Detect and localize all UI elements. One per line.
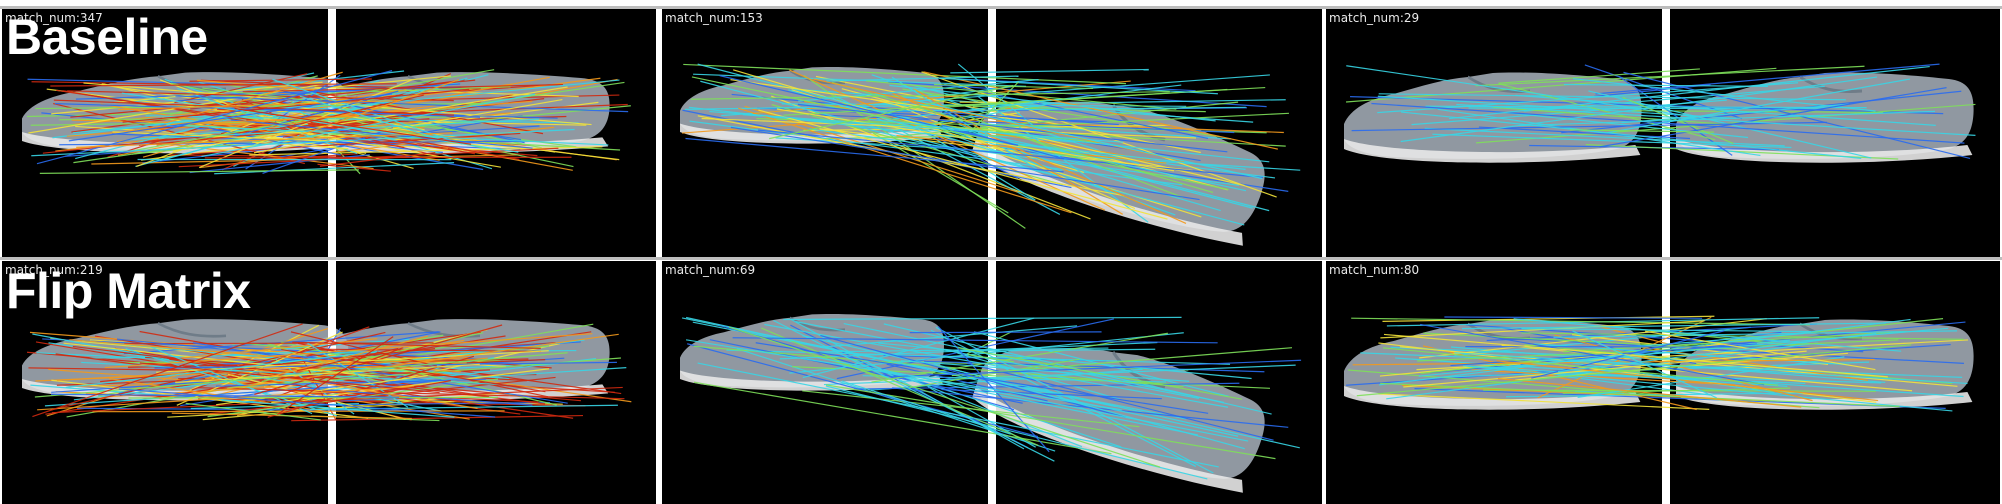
match-visualization xyxy=(1326,9,2000,257)
match-lines xyxy=(681,316,1302,480)
image-divider xyxy=(1662,9,1670,257)
match-lines xyxy=(26,323,632,422)
match-visualization xyxy=(2,9,656,257)
match-visualization xyxy=(662,9,1322,257)
match-visualization xyxy=(1326,261,2000,504)
match-count-label: match_num:219 xyxy=(5,263,103,277)
match-visualization xyxy=(662,261,1322,504)
match-lines xyxy=(26,69,631,175)
match-count-label: match_num:153 xyxy=(665,11,763,25)
match-panel-flip-3: match_num:80 xyxy=(1326,261,2000,504)
image-divider xyxy=(988,261,996,504)
match-count-label: match_num:80 xyxy=(1329,263,1420,277)
match-panel-flip-2: match_num:69 xyxy=(662,261,1322,504)
image-divider xyxy=(1662,261,1670,504)
match-lines xyxy=(681,63,1301,229)
match-lines xyxy=(1345,63,1976,160)
match-panel-baseline-3: match_num:29 xyxy=(1326,9,2000,257)
match-visualization xyxy=(2,261,656,504)
row-title-flip-matrix: Flip Matrix xyxy=(6,263,251,319)
row-title-baseline: Baseline xyxy=(6,9,208,65)
match-panel-flip-1: match_num:219 xyxy=(2,261,656,504)
match-count-label: match_num:347 xyxy=(5,11,103,25)
match-count-label: match_num:29 xyxy=(1329,11,1420,25)
row-separator-middle xyxy=(0,257,2002,260)
row-separator-top xyxy=(0,6,2002,9)
match-panel-baseline-1: match_num:347 xyxy=(2,9,656,257)
match-count-label: match_num:69 xyxy=(665,263,756,277)
match-panel-baseline-2: match_num:153 xyxy=(662,9,1322,257)
match-lines xyxy=(1346,315,1969,412)
